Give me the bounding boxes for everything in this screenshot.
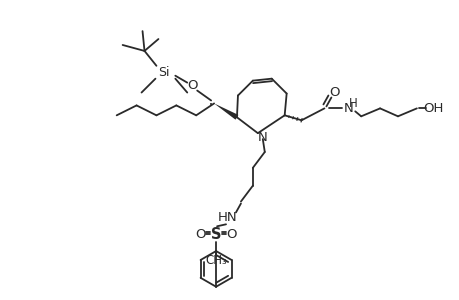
Polygon shape [213,103,238,120]
Text: HN: HN [218,211,237,224]
Text: CH₃: CH₃ [205,254,226,268]
Text: O: O [195,228,205,241]
Text: O: O [328,86,339,99]
Text: Si: Si [157,66,169,79]
Text: •: • [209,102,213,108]
Text: N: N [257,130,267,144]
Text: N: N [343,102,353,115]
Text: OH: OH [423,102,443,115]
Text: O: O [226,228,237,241]
Text: S: S [210,227,221,242]
Text: H: H [348,97,357,110]
Text: O: O [186,79,197,92]
